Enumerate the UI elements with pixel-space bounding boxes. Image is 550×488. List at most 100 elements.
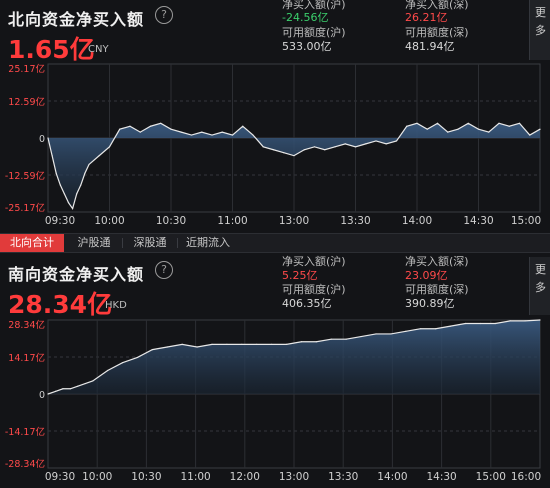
x-tick-label: 13:30 xyxy=(328,471,358,483)
data-point xyxy=(72,207,74,210)
data-point xyxy=(221,131,223,133)
south-avail-sz-label: 可用额度(深) xyxy=(405,283,469,296)
x-tick-label: 13:30 xyxy=(340,215,370,227)
north-title: 北向资金净买入额 xyxy=(8,10,145,29)
south-buy-sh-label: 净买入额(沪) xyxy=(282,255,346,268)
y-tick-label: -14.17亿 xyxy=(5,426,45,438)
data-point xyxy=(324,149,326,151)
data-point xyxy=(300,341,303,343)
data-point xyxy=(180,131,182,133)
data-point xyxy=(464,322,467,325)
x-tick-label: 16:00 xyxy=(511,471,541,483)
data-point xyxy=(272,149,275,151)
y-tick-label: 28.34亿 xyxy=(8,319,45,331)
x-tick-label: 14:30 xyxy=(426,471,456,483)
x-tick-label: 09:30 xyxy=(45,215,75,227)
north-more-button[interactable]: 更多 xyxy=(529,0,550,60)
x-tick-label: 10:00 xyxy=(94,215,124,227)
data-point xyxy=(283,152,285,154)
data-point xyxy=(375,333,377,335)
north-more-label: 更多 xyxy=(535,6,546,37)
x-tick-label: 14:30 xyxy=(463,215,493,227)
data-point xyxy=(494,322,496,325)
north-buy-sh-label: 净买入额(沪) xyxy=(282,0,346,11)
data-point xyxy=(303,149,305,151)
north-panel: 北向资金净买入额 ? 1.65亿 CNY 净买入额(沪) -24.56亿 可用额… xyxy=(0,0,550,232)
data-point xyxy=(107,369,109,372)
data-point xyxy=(98,155,100,157)
south-avail-sh-label: 可用额度(沪) xyxy=(282,283,346,296)
data-point xyxy=(420,328,422,330)
data-point xyxy=(201,131,203,133)
data-point xyxy=(241,343,243,345)
data-point xyxy=(488,131,490,133)
data-point xyxy=(166,346,168,348)
data-point xyxy=(119,128,121,130)
x-tick-label: 14:00 xyxy=(377,471,407,483)
tab-divider xyxy=(177,238,178,248)
data-point xyxy=(55,172,57,174)
north-value: 1.65亿 xyxy=(8,35,95,64)
x-tick-label: 10:30 xyxy=(131,471,161,483)
data-point xyxy=(129,125,131,127)
data-point xyxy=(365,143,367,145)
data-point xyxy=(88,163,90,166)
y-tick-label: -12.59亿 xyxy=(5,170,45,182)
data-point xyxy=(242,125,244,127)
data-point xyxy=(211,134,213,136)
data-point xyxy=(508,125,510,127)
data-point xyxy=(84,382,86,385)
north-avail-sz-label: 可用额度(深) xyxy=(405,26,469,39)
south-value: 28.34亿 xyxy=(8,290,113,319)
data-point xyxy=(256,343,258,345)
data-point xyxy=(313,146,316,148)
data-point xyxy=(271,343,273,345)
data-point xyxy=(54,390,57,392)
data-point xyxy=(84,172,86,174)
south-more-button[interactable]: 更多 xyxy=(529,257,550,315)
data-point xyxy=(426,128,428,130)
x-tick-label: 13:00 xyxy=(279,471,309,483)
data-point xyxy=(69,388,71,390)
data-point xyxy=(77,385,79,387)
x-tick-label: 10:30 xyxy=(156,215,186,227)
data-point xyxy=(151,349,153,351)
x-tick-label: 11:00 xyxy=(217,215,247,227)
data-point xyxy=(479,322,481,325)
south-buy-sz-value: 23.09亿 xyxy=(405,269,448,282)
data-point xyxy=(226,343,228,345)
data-point xyxy=(252,134,254,136)
data-point xyxy=(136,356,139,359)
series-area xyxy=(48,320,540,394)
north-currency: CNY xyxy=(88,44,109,55)
data-point xyxy=(63,193,65,195)
tab-shanghai-connect[interactable]: 沪股通 xyxy=(77,236,111,249)
y-tick-label: 25.17亿 xyxy=(8,63,45,75)
data-point xyxy=(59,184,61,186)
data-point xyxy=(330,338,332,340)
data-point xyxy=(149,125,152,127)
tab-north-total[interactable]: 北向合计 xyxy=(0,234,64,252)
data-point xyxy=(344,143,346,145)
data-point xyxy=(436,122,439,124)
data-point xyxy=(385,143,387,145)
data-point xyxy=(80,184,82,186)
data-point xyxy=(390,333,392,335)
x-tick-label: 14:00 xyxy=(402,215,432,227)
tab-shenzhen-connect[interactable]: 深股通 xyxy=(133,236,167,249)
north-buy-sh-value: -24.56亿 xyxy=(282,11,329,24)
y-tick-label: -28.34亿 xyxy=(5,458,45,470)
south-currency: HKD xyxy=(105,300,127,311)
tab-recent-inflow[interactable]: 近期流入 xyxy=(186,236,230,249)
north-help-icon[interactable]: ? xyxy=(155,6,173,24)
north-avail-sh-label: 可用额度(沪) xyxy=(282,26,346,39)
north-avail-sz-value: 481.94亿 xyxy=(405,40,455,53)
south-help-icon[interactable]: ? xyxy=(155,261,173,279)
data-point xyxy=(334,146,336,148)
data-point xyxy=(160,122,162,124)
south-buy-sh-value: 5.25亿 xyxy=(282,269,318,282)
data-point xyxy=(539,319,541,321)
data-point xyxy=(449,325,452,327)
data-point xyxy=(509,320,511,322)
